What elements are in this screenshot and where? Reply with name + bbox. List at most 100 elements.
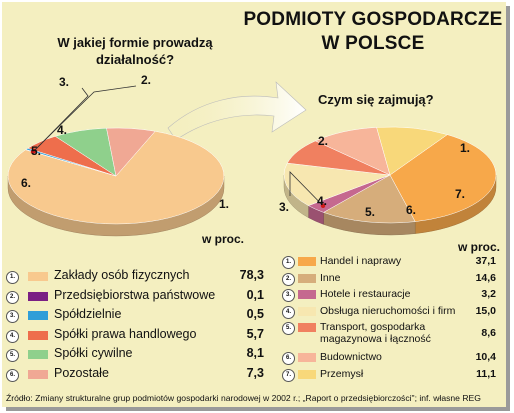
main-title-line-1: PODMIOTY GOSPODARCZE	[243, 9, 503, 30]
right-legend-item: 5. Transport, gospodarka magazynowa i łącz…	[282, 321, 496, 349]
left-pie-chart	[7, 127, 225, 237]
legend-label: Hotele i restauracje	[320, 288, 410, 300]
left-pie-number-1: 1.	[219, 197, 229, 211]
legend-label: Przemysł	[320, 368, 363, 380]
legend-label: Transport, gospodarka magazynowa i łączno…	[320, 321, 431, 345]
transition-arrow	[167, 81, 307, 141]
left-pie-number-4: 4.	[57, 123, 67, 137]
legend-number: 1.	[282, 256, 295, 269]
legend-label: Budownictwo	[320, 351, 382, 363]
pie-slice-6	[314, 127, 391, 176]
left-pie-number-3: 3.	[59, 75, 69, 89]
legend-swatch	[298, 257, 316, 266]
legend-label: Inne	[320, 272, 340, 284]
legend-value: 7,3	[246, 365, 264, 380]
callout-dot-right-3	[320, 203, 326, 208]
legend-number: 5.	[282, 322, 295, 335]
right-pie-number-6: 6.	[406, 203, 416, 217]
right-pie-labels: 1. 2. 3. 4. 5. 6. 7.	[279, 134, 470, 219]
right-legend-item: 6. Budownictwo 10,4	[282, 351, 496, 367]
legend-number: 4.	[282, 305, 295, 319]
legend-swatch	[298, 323, 316, 332]
legend-swatch	[28, 291, 48, 301]
legend-number: 2.	[6, 290, 19, 304]
right-pie-number-5: 5.	[365, 205, 375, 219]
legend-number: 1.	[6, 271, 19, 284]
legend-label: Obsługa nieruchomości i firm	[320, 305, 455, 317]
legend-value: 15,0	[475, 304, 496, 317]
left-pie-number-5: 5.	[31, 144, 41, 158]
left-legend-item: 5. Spółki cywilne 8,1	[6, 346, 270, 365]
legend-label-line: Transport, gospodarka	[320, 321, 426, 333]
left-legend-item: 6. Pozostałe 7,3	[6, 366, 270, 385]
callout-line-3	[33, 87, 89, 152]
legend-value: 78,3	[239, 268, 264, 282]
right-chart-title: Czym się zajmują?	[318, 92, 434, 107]
right-legend-item: 3. Hotele i restauracje 3,2	[282, 288, 496, 304]
left-pie-number-2: 2.	[141, 73, 151, 87]
legend-label: Pozostałe	[54, 365, 109, 380]
legend-label: Spółdzielnie	[54, 307, 122, 321]
legend-label-line: Przemysł	[320, 367, 364, 380]
legend-value: 37,1	[475, 255, 496, 267]
legend-value: 14,6	[475, 271, 496, 284]
left-legend-item: 4. Spółki prawa handlowego 5,7	[6, 327, 270, 346]
left-pie-labels: 1. 2. 3. 4. 5. 6.	[21, 73, 229, 211]
legend-swatch	[28, 350, 48, 359]
right-legend-item: 7. Przemysł 11,1	[282, 368, 496, 384]
pie-slice-1	[7, 130, 225, 225]
legend-label-line: Obsługa nieruchomości i firm	[320, 304, 456, 317]
left-legend-item: 1. Zakłady osób fizycznych 78,3	[6, 268, 270, 287]
legend-number: 3.	[282, 289, 295, 302]
legend-label-line: Handel i naprawy	[320, 255, 402, 267]
legend-swatch	[298, 353, 316, 362]
main-title: PODMIOTY GOSPODARCZE W POLSCE	[238, 8, 508, 56]
legend-label-line: magazynowa i łączność	[320, 333, 431, 345]
right-legend-item: 4. Obsługa nieruchomości i firm 15,0	[282, 305, 496, 321]
right-pie-chart	[283, 126, 497, 236]
legend-value: 0,1	[246, 287, 264, 302]
left-unit-label: w proc.	[202, 232, 245, 246]
legend-swatch	[28, 369, 48, 379]
left-chart-title: W jakiej formie prowadzą działalność?	[57, 35, 213, 67]
legend-swatch	[28, 330, 48, 340]
legend-label: Spółki prawa handlowego	[54, 326, 197, 341]
legend-number: 6.	[282, 352, 295, 365]
left-legend-item: 2. Przedsiębiorstwa państwowe 0,1	[6, 288, 270, 307]
legend-number: 6.	[6, 368, 19, 382]
pie-slice-2	[322, 174, 416, 224]
legend-label: Zakłady osób fizycznych	[54, 268, 190, 282]
right-pie-number-1: 1.	[460, 141, 470, 155]
right-legend-item: 1. Handel i naprawy 37,1	[282, 255, 496, 271]
pie-slice-7	[376, 126, 448, 176]
legend-label: Przedsiębiorstwa państwowe	[54, 287, 216, 302]
left-pie-number-6: 6.	[21, 176, 31, 190]
left-legend-item: 3. Spółdzielnie 0,5	[6, 307, 270, 326]
legend-swatch	[298, 273, 316, 283]
legend-label: Spółki cywilne	[54, 346, 133, 360]
right-pie-number-4: 4.	[317, 194, 327, 208]
main-title-line-2: W POLSCE	[321, 33, 425, 54]
legend-label: Handel i naprawy	[320, 255, 401, 267]
legend-swatch	[298, 369, 316, 379]
pie-slice-4	[283, 162, 391, 206]
legend-value: 3,2	[481, 288, 496, 300]
legend-label-line: Inne	[320, 271, 341, 284]
callout-dot-3	[31, 148, 37, 154]
callout-line-right-3	[289, 171, 324, 207]
legend-label-line: Budownictwo	[320, 351, 382, 363]
right-pie-number-2: 2.	[318, 134, 328, 148]
legend-number: 4.	[6, 329, 19, 343]
right-pie-number-7: 7.	[455, 187, 465, 201]
legend-swatch	[28, 311, 48, 320]
legend-value: 11,1	[476, 367, 496, 380]
legend-value: 0,5	[246, 307, 264, 321]
legend-value: 5,7	[246, 326, 264, 341]
pie-slice-6	[106, 127, 156, 177]
legend-number: 5.	[6, 349, 19, 362]
source-note: Źródło: Zmiany strukturalne grup podmiot…	[6, 393, 481, 403]
right-pie-number-3: 3.	[279, 200, 289, 214]
legend-value: 8,1	[246, 346, 264, 360]
